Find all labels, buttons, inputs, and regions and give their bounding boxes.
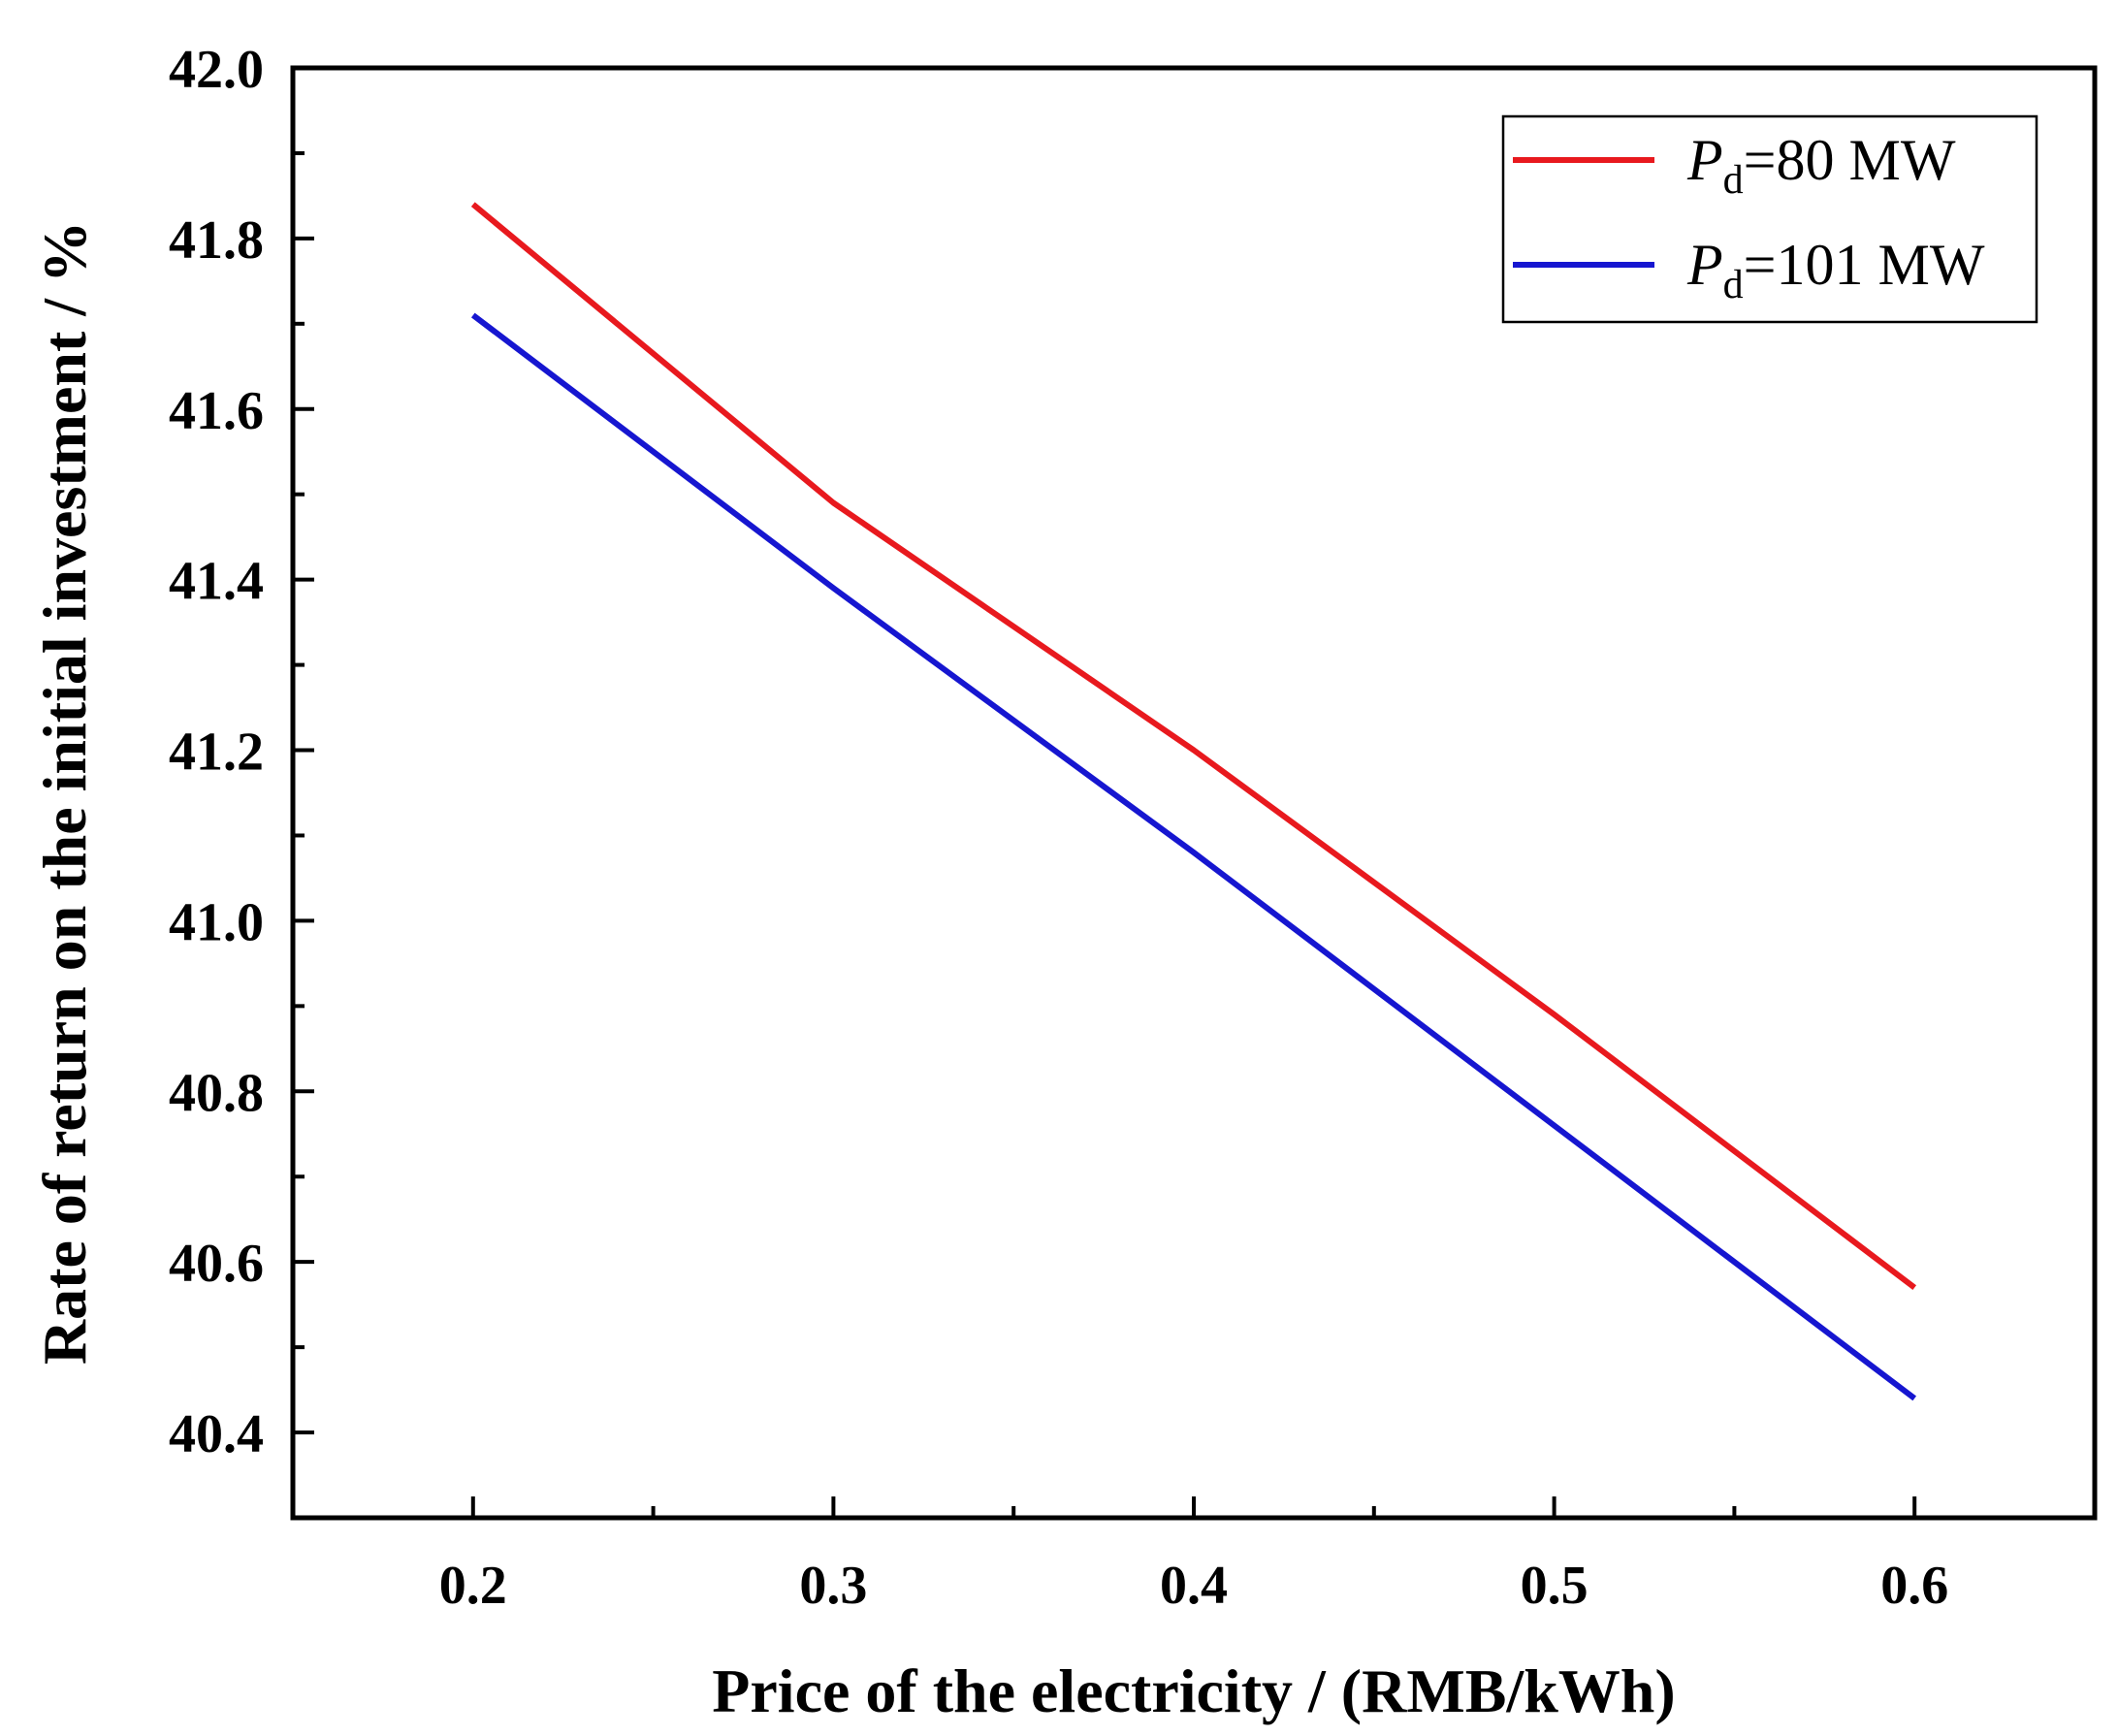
y-tick-label: 41.2 <box>169 723 264 783</box>
y-tick-label: 41.4 <box>169 552 264 612</box>
series-layer <box>470 202 1917 1401</box>
legend-entry-80mw: Pd=80 MW <box>1513 128 1956 203</box>
legend-value: =101 MW <box>1744 233 1985 297</box>
x-tick-label: 0.5 <box>1521 1556 1588 1616</box>
legend-label-80mw: Pd=80 MW <box>1686 128 1956 203</box>
plot-area: 0.2 0.3 0.4 0.5 0.6 40.4 40.6 40.8 41.0 41.2 41.4… <box>169 40 2098 1616</box>
legend-label-101mw: Pd=101 MW <box>1686 233 1985 307</box>
legend-subscript: d <box>1723 158 1744 203</box>
x-tick-label: 0.2 <box>439 1556 507 1616</box>
y-tick-label: 40.6 <box>169 1234 264 1294</box>
legend-value: =80 MW <box>1744 128 1956 192</box>
legend-symbol: P <box>1686 233 1723 297</box>
series-line-0 <box>470 202 1917 1290</box>
y-tick-label: 42.0 <box>169 40 264 100</box>
x-axis-ticks: 0.2 0.3 0.4 0.5 0.6 <box>439 1496 1948 1616</box>
series-line-1 <box>470 312 1917 1401</box>
legend-subscript: d <box>1723 263 1744 307</box>
x-tick-label: 0.6 <box>1880 1556 1948 1616</box>
y-axis-ticks: 40.4 40.6 40.8 41.0 41.2 41.4 41.6 41.8 42.0 <box>169 40 314 1464</box>
legend-symbol: P <box>1686 128 1723 192</box>
x-tick-label: 0.4 <box>1160 1556 1228 1616</box>
legend-box <box>1501 114 2038 324</box>
y-tick-label: 41.0 <box>169 892 264 952</box>
legend-entry-101mw: Pd=101 MW <box>1513 233 1985 307</box>
x-tick-label: 0.3 <box>799 1556 867 1616</box>
y-tick-label: 41.6 <box>169 381 264 441</box>
y-tick-label: 41.8 <box>169 210 264 271</box>
legend: Pd=80 MW Pd=101 MW <box>1501 114 2038 324</box>
x-axis-title: Price of the electricity / (RMB/kWh) <box>712 1656 1675 1725</box>
y-axis-title: Rate of return on the initial investment… <box>30 221 99 1365</box>
y-tick-label: 40.8 <box>169 1063 264 1123</box>
y-tick-label: 40.4 <box>169 1404 264 1464</box>
